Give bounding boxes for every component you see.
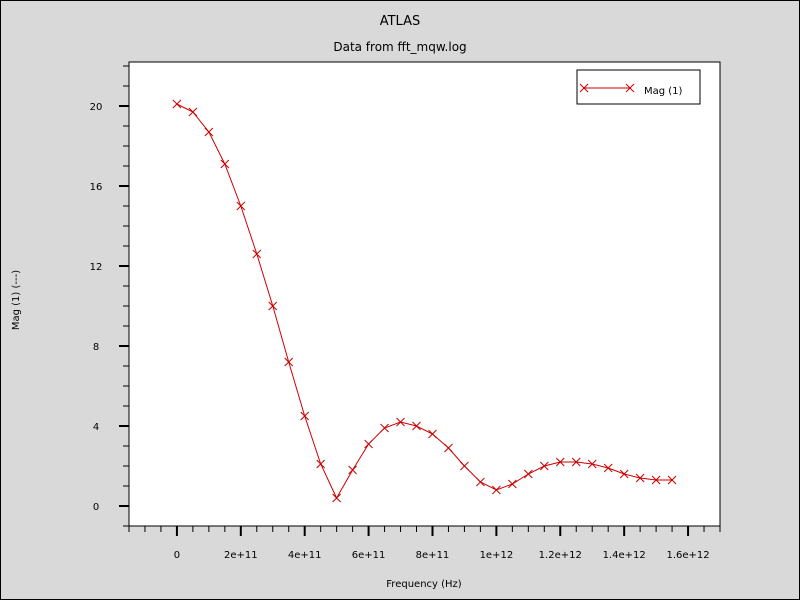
legend-box (576, 69, 701, 105)
legend: Mag (1) (576, 69, 701, 105)
data-point-stroke (476, 477, 485, 487)
y-tick-label: 20 (90, 102, 103, 113)
y-tick-label: 12 (90, 262, 103, 273)
data-point (460, 461, 469, 471)
x-tick-label: 0 (174, 550, 180, 561)
data-point (539, 461, 549, 471)
y-tick-label: 8 (93, 342, 99, 353)
data-point-stroke (380, 423, 389, 433)
data-point-stroke (667, 475, 677, 485)
y-tick-label: 16 (90, 182, 103, 193)
data-point-stroke (316, 459, 326, 469)
data-point (300, 411, 310, 421)
data-point (587, 459, 597, 469)
data-point (332, 493, 342, 503)
plot-area (128, 61, 721, 527)
data-point (428, 429, 437, 439)
legend-label: Mag (1) (644, 86, 683, 97)
data-point (412, 421, 421, 431)
data-point (220, 159, 230, 169)
data-point-stroke (571, 457, 581, 467)
x-axis-label: Frequency (Hz) (386, 579, 462, 590)
data-point (507, 479, 517, 489)
x-tick-label: 1.2e+12 (539, 550, 582, 561)
series-line (176, 103, 673, 500)
data-point (236, 201, 246, 211)
data-point-stroke (460, 461, 469, 471)
data-point (396, 417, 405, 427)
data-point (268, 301, 278, 311)
data-point (252, 249, 262, 259)
y-axis: 0 4 8 12 16 20 (90, 65, 129, 527)
data-point (619, 469, 629, 479)
data-point-stroke (396, 417, 405, 427)
data-point (571, 457, 581, 467)
data-point-stroke (268, 301, 278, 311)
x-tick-label: 6e+11 (352, 550, 386, 561)
data-point-stroke (651, 475, 661, 485)
data-point-stroke (332, 493, 342, 503)
y-axis-label: Mag (1) (---) (11, 270, 22, 330)
data-point-stroke (555, 457, 565, 467)
data-point (284, 357, 294, 367)
legend-marker (579, 83, 589, 93)
data-point (348, 465, 357, 475)
data-point-stroke (300, 411, 310, 421)
data-point (603, 463, 613, 473)
data-point (476, 477, 485, 487)
data-point-stroke (428, 429, 437, 439)
series-layer (172, 99, 677, 503)
data-point (555, 457, 565, 467)
data-point (316, 459, 326, 469)
legend-marker (625, 83, 635, 93)
data-point (188, 107, 198, 117)
data-point-stroke (539, 461, 549, 471)
x-tick-label: 8e+11 (416, 550, 450, 561)
data-point (204, 127, 214, 137)
data-point-stroke (252, 249, 262, 259)
x-tick-label: 4e+11 (288, 550, 322, 561)
data-point-stroke (587, 459, 597, 469)
data-point (380, 423, 389, 433)
data-point-stroke (444, 443, 453, 453)
x-tick-label: 2e+11 (224, 550, 258, 561)
data-point-stroke (412, 421, 421, 431)
x-tick-label: 1e+12 (480, 550, 514, 561)
data-point (523, 469, 533, 479)
legend-swatch (579, 83, 635, 93)
chart-title: ATLAS (380, 14, 421, 29)
data-point-stroke (507, 479, 517, 489)
data-point-stroke (364, 439, 373, 449)
data-point (667, 475, 677, 485)
data-point (651, 475, 661, 485)
x-axis: 0 2e+11 4e+11 6e+11 8e+11 1e+12 1.2e+12 1.4e+12… (128, 526, 721, 561)
y-tick-label: 0 (93, 502, 99, 513)
data-point-stroke (635, 473, 645, 483)
data-point-stroke (172, 99, 182, 109)
data-point (492, 485, 501, 495)
data-point-stroke (603, 463, 613, 473)
data-point-stroke (348, 465, 357, 475)
data-point (444, 443, 453, 453)
data-point (635, 473, 645, 483)
data-point-stroke (204, 127, 214, 137)
x-tick-label: 1.4e+12 (603, 550, 646, 561)
data-point (172, 99, 182, 109)
data-point-stroke (492, 485, 501, 495)
data-point-stroke (188, 107, 198, 117)
data-point-stroke (523, 469, 533, 479)
chart-subtitle: Data from fft_mqw.log (333, 40, 466, 54)
y-tick-label: 4 (93, 422, 99, 433)
data-point-stroke (236, 201, 246, 211)
data-point (364, 439, 373, 449)
data-point-stroke (220, 159, 230, 169)
x-tick-label: 1.6e+12 (666, 550, 709, 561)
data-point-stroke (619, 469, 629, 479)
data-point-stroke (284, 357, 294, 367)
